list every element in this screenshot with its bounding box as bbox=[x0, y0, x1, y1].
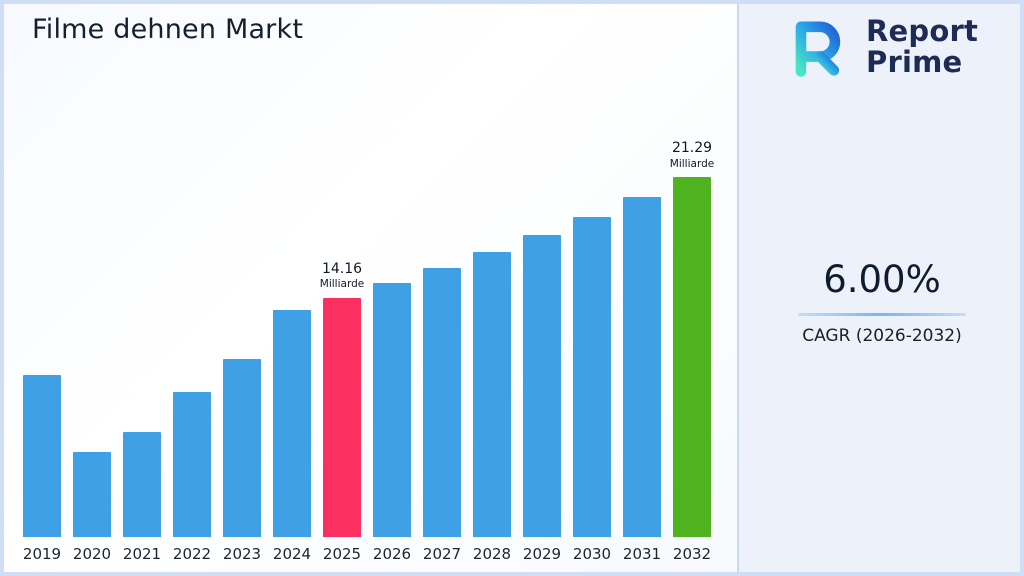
logo-text-line1: Report bbox=[866, 13, 979, 48]
x-axis-label-2022: 2022 bbox=[172, 545, 212, 563]
bar-2020 bbox=[73, 452, 111, 537]
bar-annotation-unit: Milliarde bbox=[319, 278, 365, 291]
bar-column-2023: 2023 bbox=[223, 165, 261, 563]
cagr-underline bbox=[798, 313, 966, 316]
x-axis-label-2029: 2029 bbox=[522, 545, 562, 563]
bar-annotation-value: 21.29 bbox=[671, 140, 713, 157]
bar-annotation-2025: 14.16 Milliarde bbox=[295, 261, 389, 292]
bar-2024 bbox=[273, 310, 311, 537]
bar-column-2028: 2028 bbox=[473, 165, 511, 563]
bar-column-2019: 2019 bbox=[23, 165, 61, 563]
bar-2022 bbox=[173, 391, 211, 537]
bar-column-2030: 2030 bbox=[573, 165, 611, 563]
x-axis-label-2030: 2030 bbox=[572, 545, 612, 563]
cagr-block: 6.00% CAGR (2026-2032) bbox=[752, 258, 1012, 346]
bar-2026 bbox=[373, 283, 411, 537]
bar-column-2031: 2031 bbox=[623, 165, 661, 563]
bar-column-2025: 14.16 Milliarde 2025 bbox=[320, 165, 364, 563]
bar-column-2029: 2029 bbox=[523, 165, 561, 563]
bar-column-2021: 2021 bbox=[123, 165, 161, 563]
x-axis-label-2025: 2025 bbox=[322, 545, 362, 563]
bar-2027 bbox=[423, 267, 461, 537]
x-axis-label-2026: 2026 bbox=[372, 545, 412, 563]
cagr-label: CAGR (2026-2032) bbox=[802, 326, 962, 346]
bar-2031 bbox=[623, 197, 661, 537]
bar-2019 bbox=[23, 374, 61, 537]
bar-2023 bbox=[223, 359, 261, 537]
bar-column-2027: 2027 bbox=[423, 165, 461, 563]
x-axis-label-2024: 2024 bbox=[272, 545, 312, 563]
bar-annotation-value: 14.16 bbox=[321, 260, 363, 277]
cagr-value: 6.00% bbox=[823, 258, 941, 301]
report-prime-logo-icon bbox=[795, 21, 841, 77]
bar-annotation-unit: Milliarde bbox=[669, 157, 715, 170]
x-axis-label-2032: 2032 bbox=[672, 545, 712, 563]
bar-2025 bbox=[323, 297, 361, 537]
bar-column-2020: 2020 bbox=[73, 165, 111, 563]
side-panel: Report Prime 6.00% CAGR (2026-2032) bbox=[737, 4, 1020, 572]
x-axis-label-2027: 2027 bbox=[422, 545, 462, 563]
bar-column-2022: 2022 bbox=[173, 165, 211, 563]
bar-2032 bbox=[673, 177, 711, 537]
x-axis-label-2020: 2020 bbox=[72, 545, 112, 563]
page-title: Filme dehnen Markt bbox=[32, 14, 304, 45]
bar-column-2026: 2026 bbox=[373, 165, 411, 563]
bar-2030 bbox=[573, 216, 611, 537]
bar-column-2032: 21.29 Milliarde 2032 bbox=[670, 140, 714, 563]
x-axis-label-2031: 2031 bbox=[622, 545, 662, 563]
bar-chart-plot: 2019 2020 2021 2022 2023 2024 14.16 Milliarde 20… bbox=[23, 140, 714, 563]
logo-text: Report Prime bbox=[866, 13, 979, 79]
logo-text-line2: Prime bbox=[866, 45, 963, 79]
bar-2021 bbox=[123, 432, 161, 537]
report-prime-logo: Report Prime bbox=[784, 14, 978, 80]
bar-annotation-2032: 21.29 Milliarde bbox=[645, 140, 739, 171]
x-axis-label-2019: 2019 bbox=[22, 545, 62, 563]
bar-column-2024: 2024 bbox=[273, 165, 311, 563]
x-axis-label-2023: 2023 bbox=[222, 545, 262, 563]
x-axis-label-2028: 2028 bbox=[472, 545, 512, 563]
x-axis-label-2021: 2021 bbox=[122, 545, 162, 563]
bar-2029 bbox=[523, 234, 561, 537]
bar-2028 bbox=[473, 251, 511, 537]
